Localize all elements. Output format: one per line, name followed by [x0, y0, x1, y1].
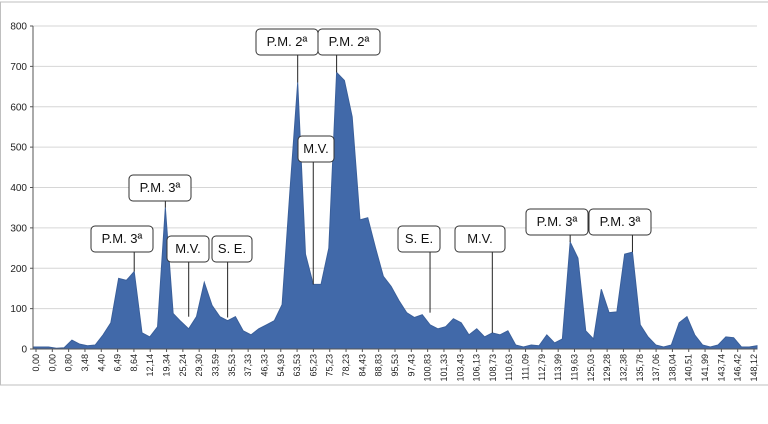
x-tick-label: 148,12 [749, 354, 759, 382]
y-tick-label: 800 [10, 22, 27, 33]
y-tick-label: 200 [10, 264, 27, 275]
x-tick-label: 12,14 [145, 354, 155, 377]
series-area [32, 71, 758, 350]
x-tick-label: 46,33 [259, 354, 269, 377]
annotation-label: M.V. [303, 141, 329, 156]
annotation-callout: M.V. [454, 225, 506, 333]
x-tick-label: 3,48 [80, 354, 90, 372]
x-tick-label: 119,63 [570, 354, 580, 381]
x-tick-label: 141,99 [700, 354, 710, 382]
x-tick-label: 132,38 [618, 354, 628, 382]
x-tick-label: 97,43 [406, 354, 416, 377]
x-tick-label: 110,63 [504, 354, 514, 381]
annotations: P.M. 3ª P.M. 3ª M.V. S. E. P.M. 2ª P.M. 2ª M.V… [90, 28, 652, 333]
annotation-box [297, 135, 335, 163]
x-tick-label: 8,64 [129, 354, 139, 372]
x-tick-label: 113,99 [553, 354, 563, 381]
x-tick-label: 112,79 [537, 354, 547, 381]
annotation-callout: M.V. [166, 235, 210, 317]
x-tick-label: 111,09 [521, 354, 531, 380]
y-tick-label: 100 [10, 304, 27, 315]
annotation-box [166, 235, 210, 263]
x-tick-label: 35,53 [227, 354, 237, 377]
annotation-label: P.M. 2ª [267, 34, 308, 49]
x-tick-label: 0,00 [47, 354, 57, 372]
x-tick-label: 29,30 [194, 354, 204, 377]
x-tick-label: 108,73 [488, 354, 498, 382]
x-tick-label: 33,59 [211, 354, 221, 377]
x-tick-label: 78,23 [341, 354, 351, 377]
x-tick-label: 103,43 [455, 354, 465, 382]
x-tick-label: 54,93 [276, 354, 286, 377]
annotation-label: M.V. [175, 241, 201, 256]
annotation-callout: P.M. 3ª [525, 208, 589, 243]
x-tick-label: 75,23 [325, 354, 335, 377]
x-tick-label: 100,83 [423, 354, 433, 382]
annotation-callout: P.M. 3ª [588, 208, 652, 253]
x-tick-label: 135,78 [635, 354, 645, 382]
annotation-box [211, 235, 253, 263]
x-axis-tick-labels: 0,00 0,00 0,80 3,48 4,40 6,49 8,64 12,14 19,34 25… [31, 349, 759, 382]
y-tick-label: 300 [10, 223, 27, 234]
x-tick-label: 0,00 [31, 354, 41, 372]
x-tick-label: 95,53 [390, 354, 400, 377]
annotation-label: P.M. 3ª [600, 214, 641, 229]
x-tick-label: 137,06 [651, 354, 661, 382]
gridlines [33, 25, 757, 310]
x-tick-label: 37,33 [243, 354, 253, 377]
annotation-box [588, 208, 652, 236]
y-tick-label: 600 [10, 102, 27, 113]
annotation-callout: P.M. 3ª [90, 225, 154, 272]
data-area [32, 71, 758, 350]
x-tick-label: 6,49 [113, 354, 123, 372]
x-tick-label: 63,53 [292, 354, 302, 377]
annotation-box [525, 208, 589, 236]
x-tick-label: 84,43 [357, 354, 367, 377]
x-tick-label: 138,04 [667, 354, 677, 382]
y-tick-label: 400 [10, 183, 27, 194]
annotation-label: P.M. 2ª [329, 34, 370, 49]
x-tick-label: 140,51 [684, 354, 694, 382]
y-tick-label: 700 [10, 62, 27, 73]
annotation-label: M.V. [467, 231, 493, 246]
y-tick-label: 0 [21, 345, 27, 356]
annotation-label: S. E. [405, 231, 433, 246]
y-tick-label: 500 [10, 143, 27, 154]
annotation-callout: P.M. 2ª [317, 28, 381, 73]
x-tick-label: 0,80 [64, 354, 74, 372]
x-tick-label: 65,23 [308, 354, 318, 377]
annotation-box [454, 225, 506, 253]
annotation-box [128, 174, 192, 202]
x-tick-label: 101,33 [439, 354, 449, 382]
annotation-callout: M.V. [297, 135, 335, 285]
x-tick-label: 146,42 [733, 354, 743, 382]
x-tick-label: 4,40 [96, 354, 106, 372]
annotation-label: S. E. [218, 241, 246, 256]
annotation-box [317, 28, 381, 56]
x-tick-label: 125,03 [586, 354, 596, 382]
x-tick-label: 88,83 [374, 354, 384, 377]
annotation-label: P.M. 3ª [102, 231, 143, 246]
annotation-box [397, 225, 441, 253]
x-tick-label: 25,24 [178, 354, 188, 377]
annotation-callout: S. E. [397, 225, 441, 313]
x-tick-label: 106,13 [472, 354, 482, 382]
x-tick-label: 143,74 [716, 354, 726, 382]
annotation-box [90, 225, 154, 253]
annotation-label: P.M. 3ª [140, 180, 181, 195]
x-tick-label: 19,34 [162, 354, 172, 377]
y-axis-tick-labels: 0 100 200 300 400 500 600 700 800 [10, 22, 33, 356]
annotation-callout: P.M. 3ª [128, 174, 192, 208]
annotation-callout: P.M. 2ª [255, 28, 319, 83]
annotation-callout: S. E. [211, 235, 253, 318]
x-tick-label: 129,28 [602, 354, 612, 382]
annotation-label: P.M. 3ª [537, 214, 578, 229]
